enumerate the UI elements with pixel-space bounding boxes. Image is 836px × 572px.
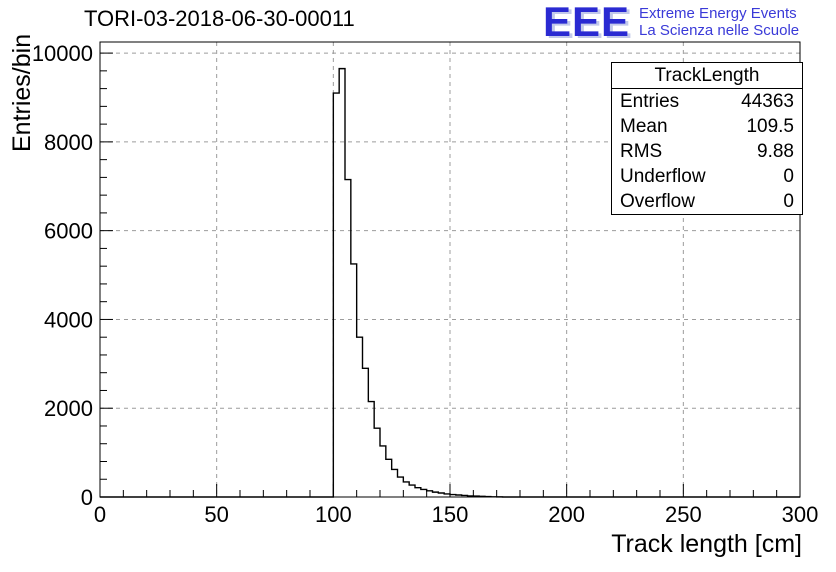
svg-text:150: 150	[432, 502, 469, 527]
svg-text:8000: 8000	[44, 130, 93, 155]
stats-value: 0	[783, 191, 794, 212]
stats-value: 109.5	[746, 116, 794, 137]
stats-box: TrackLength Entries 44363 Mean 109.5 RMS…	[611, 62, 803, 215]
svg-text:2000: 2000	[44, 396, 93, 421]
logo-tagline-italian: La Scienza nelle Scuole	[639, 22, 800, 40]
plot-title: TORI-03-2018-06-30-00011	[84, 6, 355, 31]
svg-text:0: 0	[81, 485, 93, 510]
stats-value: 9.88	[757, 141, 794, 162]
stats-row-entries: Entries 44363	[612, 89, 802, 114]
stats-label: RMS	[620, 141, 663, 162]
svg-text:200: 200	[548, 502, 585, 527]
svg-text:4000: 4000	[44, 307, 93, 332]
stats-value: 0	[783, 166, 794, 187]
x-axis-title: Track length [cm]	[611, 530, 802, 558]
eee-logo: EEE Extreme Energy Events La Scienza nel…	[543, 0, 799, 45]
svg-text:50: 50	[204, 502, 228, 527]
svg-text:6000: 6000	[44, 219, 93, 244]
eee-logo-taglines: Extreme Energy Events La Scienza nelle S…	[639, 2, 799, 40]
y-axis-title: Entries/bin	[8, 33, 36, 152]
svg-text:0: 0	[94, 502, 106, 527]
stats-label: Overflow	[620, 191, 695, 212]
stats-value: 44363	[741, 91, 794, 112]
svg-text:300: 300	[782, 502, 819, 527]
svg-text:100: 100	[315, 502, 352, 527]
svg-text:250: 250	[665, 502, 702, 527]
stats-row-mean: Mean 109.5	[612, 114, 802, 139]
stats-row-rms: RMS 9.88	[612, 139, 802, 164]
stats-label: Mean	[620, 116, 668, 137]
stats-label: Underflow	[620, 166, 706, 187]
stats-label: Entries	[620, 91, 680, 112]
logo-tagline-english: Extreme Energy Events	[639, 5, 797, 22]
stats-row-overflow: Overflow 0	[612, 189, 802, 214]
stats-row-underflow: Underflow 0	[612, 164, 802, 189]
stats-box-title: TrackLength	[612, 63, 802, 89]
svg-text:10000: 10000	[32, 41, 93, 66]
eee-logo-text: EEE	[543, 0, 631, 45]
